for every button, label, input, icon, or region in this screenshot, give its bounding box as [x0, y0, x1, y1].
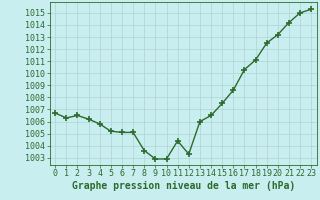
X-axis label: Graphe pression niveau de la mer (hPa): Graphe pression niveau de la mer (hPa): [72, 181, 295, 191]
